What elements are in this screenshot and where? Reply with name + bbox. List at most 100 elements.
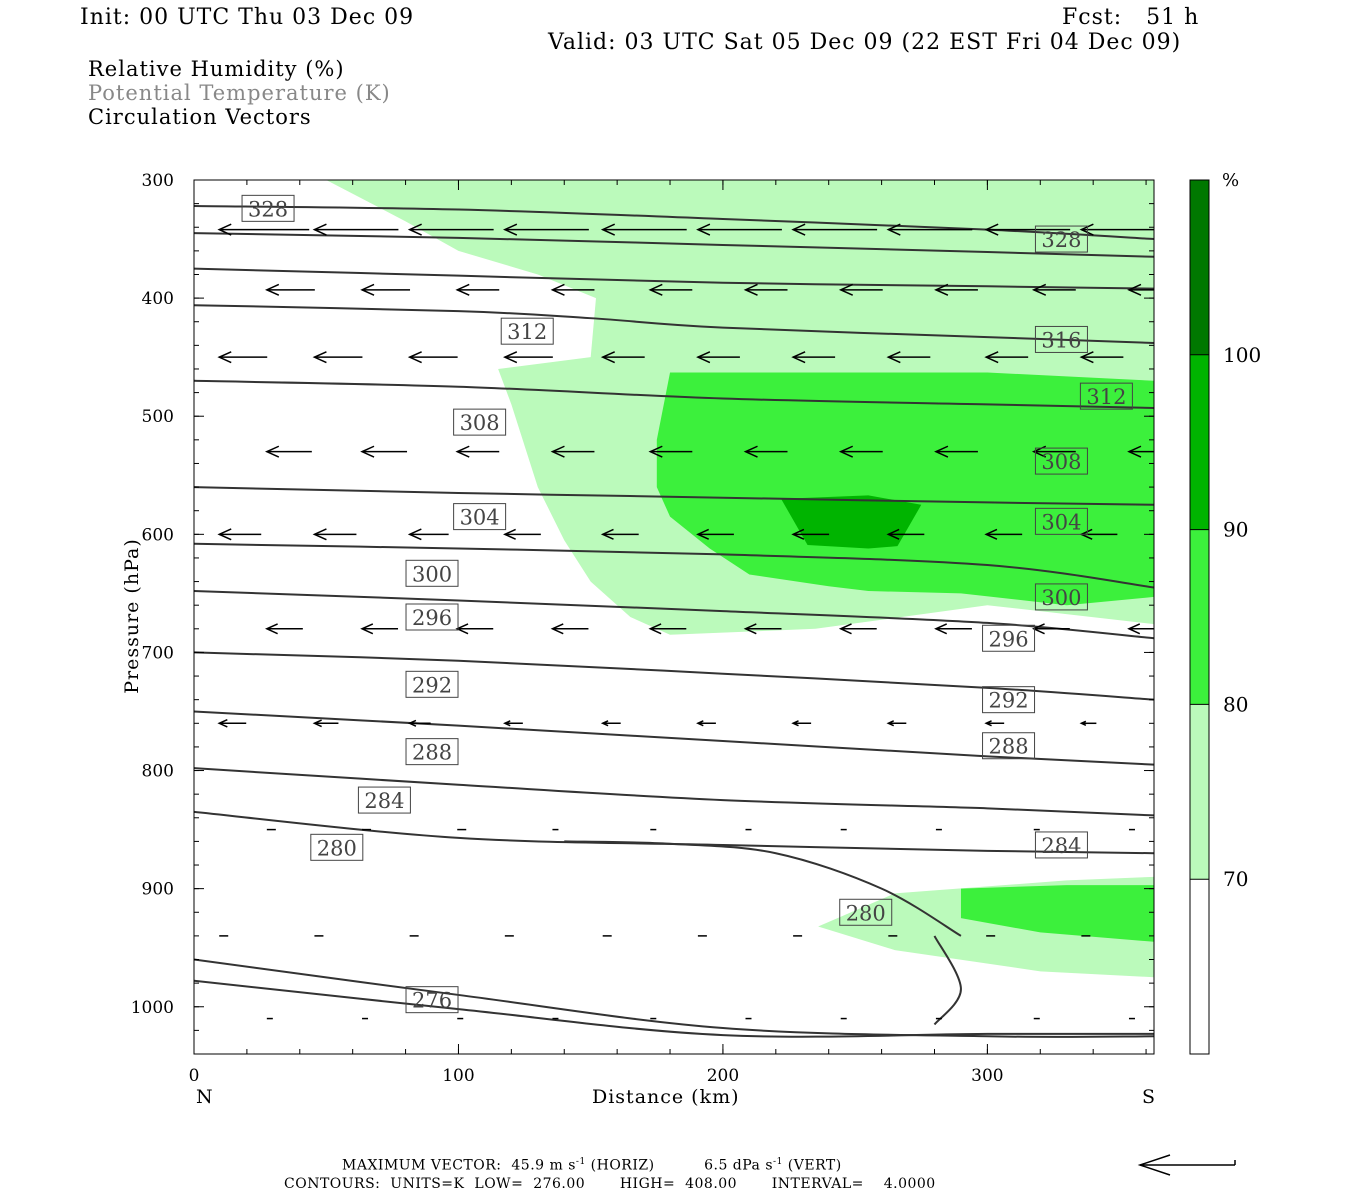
vector-head: [934, 445, 949, 458]
vector-head: [217, 223, 232, 236]
circulation-vector: [312, 351, 363, 364]
legend-vectors: Circulation Vectors: [88, 105, 312, 129]
circulation-vector: [984, 351, 1029, 364]
circulation-vector: [407, 719, 431, 727]
circulation-vector: [550, 623, 589, 635]
circulation-vector: [791, 223, 878, 236]
vector-head: [600, 351, 616, 364]
vector-head: [648, 445, 663, 458]
contour-label-292: 292: [988, 689, 1028, 713]
circulation-vector: [743, 283, 788, 296]
circulation-vector: [984, 720, 1005, 727]
vector-head: [264, 623, 278, 635]
colorbar-label: 70: [1223, 867, 1248, 891]
y-tick-label: 800: [142, 762, 174, 782]
vector-head: [503, 528, 516, 540]
vector-head: [407, 223, 422, 236]
legend-theta: Potential Temperature (K): [88, 81, 391, 105]
circulation-vector: [503, 720, 523, 727]
vector-head: [648, 623, 662, 635]
x-tick-label: 200: [707, 1066, 739, 1086]
init-time: Init: 00 UTC Thu 03 Dec 09: [80, 5, 415, 30]
contour-label-308: 308: [460, 411, 500, 435]
contour-label-312: 312: [507, 320, 547, 344]
vector-head: [455, 445, 470, 458]
circulation-vector: [791, 720, 812, 727]
contour-label-box: [982, 624, 1036, 652]
circulation-vector: [886, 351, 931, 364]
vector-head: [407, 528, 422, 541]
circulation-vector: [217, 223, 310, 236]
circulation-vector: [550, 283, 595, 296]
y-tick-label: 300: [142, 171, 174, 191]
vector-head: [984, 223, 999, 236]
vector-head: [838, 445, 854, 458]
forecast-hour: Fcst: 51 h: [1062, 5, 1200, 30]
contour-info: CONTOURS: UNITS=K LOW= 276.00 HIGH= 408.…: [284, 1176, 936, 1192]
circulation-vector: [503, 223, 589, 236]
contour-label-box: [500, 317, 554, 345]
contour-label-284: 284: [364, 789, 404, 813]
colorbar-bin-4: [1190, 180, 1209, 355]
circulation-vector: [600, 351, 645, 364]
vector-head: [407, 351, 422, 364]
max-vector-info: MAXIMUM VECTOR: 45.9 m s-1 (HORIZ) 6.5 d…: [342, 1157, 842, 1174]
vector-head: [696, 720, 704, 727]
y-tick-label: 1000: [131, 998, 174, 1018]
colorbar-unit: %: [1222, 170, 1241, 191]
rh-region-80-4: [960, 885, 1154, 942]
colorbar-label: 80: [1223, 692, 1248, 716]
circulation-vector: [743, 445, 788, 458]
circulation-vector: [217, 718, 247, 728]
theta-contour-304: [194, 542, 1154, 589]
theta-contour-292: [194, 710, 1154, 766]
contour-label-box: [1034, 507, 1088, 535]
contour-label-284: 284: [1041, 834, 1081, 858]
vector-head: [696, 351, 711, 364]
circulation-vector: [407, 528, 449, 541]
vector-head: [600, 720, 609, 727]
circulation-vector: [838, 623, 877, 635]
vector-layer: [217, 223, 1154, 1020]
vector-head: [838, 283, 854, 296]
vector-head: [503, 223, 518, 236]
vector-head: [312, 719, 322, 728]
circulation-vector: [696, 528, 734, 540]
legend-rh: Relative Humidity (%): [88, 57, 345, 81]
vector-head: [455, 283, 470, 296]
theta-contour-276: [194, 979, 1154, 1038]
contour-label-box: [1079, 382, 1133, 410]
contour-label-box: [405, 559, 459, 587]
contour-label-box: [405, 670, 459, 698]
vector-head: [550, 445, 565, 458]
vector-head: [217, 528, 232, 541]
contour-label-box: [310, 833, 364, 861]
theta-contour-320: [194, 267, 1154, 290]
vector-head: [886, 223, 901, 236]
circulation-vector: [360, 623, 399, 635]
contour-label-box: [1034, 325, 1088, 353]
colorbar-bin-2: [1190, 529, 1209, 705]
circulation-vector: [1127, 445, 1154, 458]
circulation-vector: [886, 528, 925, 540]
contour-label-312: 312: [1086, 385, 1126, 409]
axis-labels: 300 400 500 600 700 800 900 1000 0 100 200 300: [131, 171, 1004, 1086]
contour-label-296: 296: [988, 627, 1028, 651]
circulation-vector: [455, 445, 500, 458]
vector-head: [886, 351, 901, 364]
contour-label-288: 288: [412, 741, 452, 765]
circulation-vector: [217, 351, 268, 364]
circulation-vector: [838, 445, 883, 458]
vector-head: [934, 283, 949, 296]
contour-label-box: [982, 686, 1036, 714]
valid-time: Valid: 03 UTC Sat 05 Dec 09 (22 EST Fri …: [548, 30, 1182, 55]
vector-head: [984, 720, 992, 727]
north-label: N: [196, 1086, 214, 1108]
circulation-vector: [791, 528, 830, 540]
theta-contour-280-tail: [933, 935, 962, 1026]
vector-head: [360, 623, 374, 635]
circulation-vector: [696, 223, 782, 236]
contour-label-box: [405, 738, 459, 766]
circulation-vector: [743, 623, 782, 635]
